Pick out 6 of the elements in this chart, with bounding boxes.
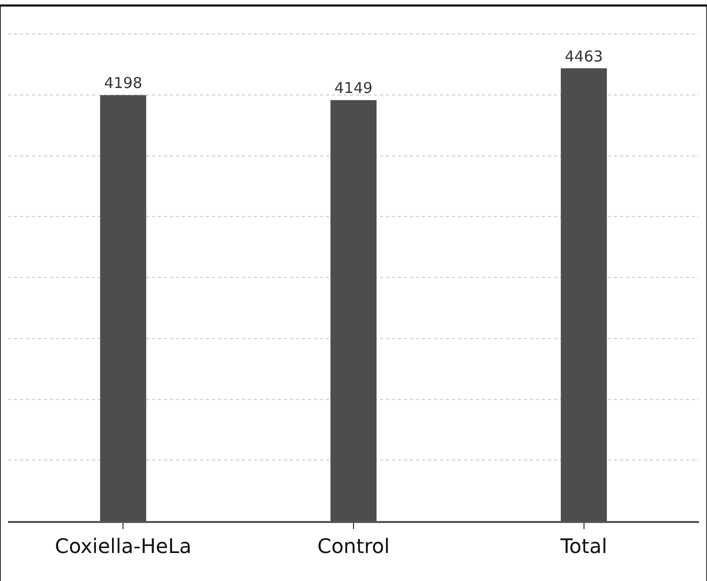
x-tick-label: Control <box>317 534 390 558</box>
data-label: 4198 <box>104 74 142 92</box>
x-tick-label: Coxiella-HeLa <box>54 534 192 558</box>
data-label: 4149 <box>334 79 373 98</box>
x-tick-label: Total <box>559 534 608 558</box>
data-label: 4463 <box>564 47 603 66</box>
